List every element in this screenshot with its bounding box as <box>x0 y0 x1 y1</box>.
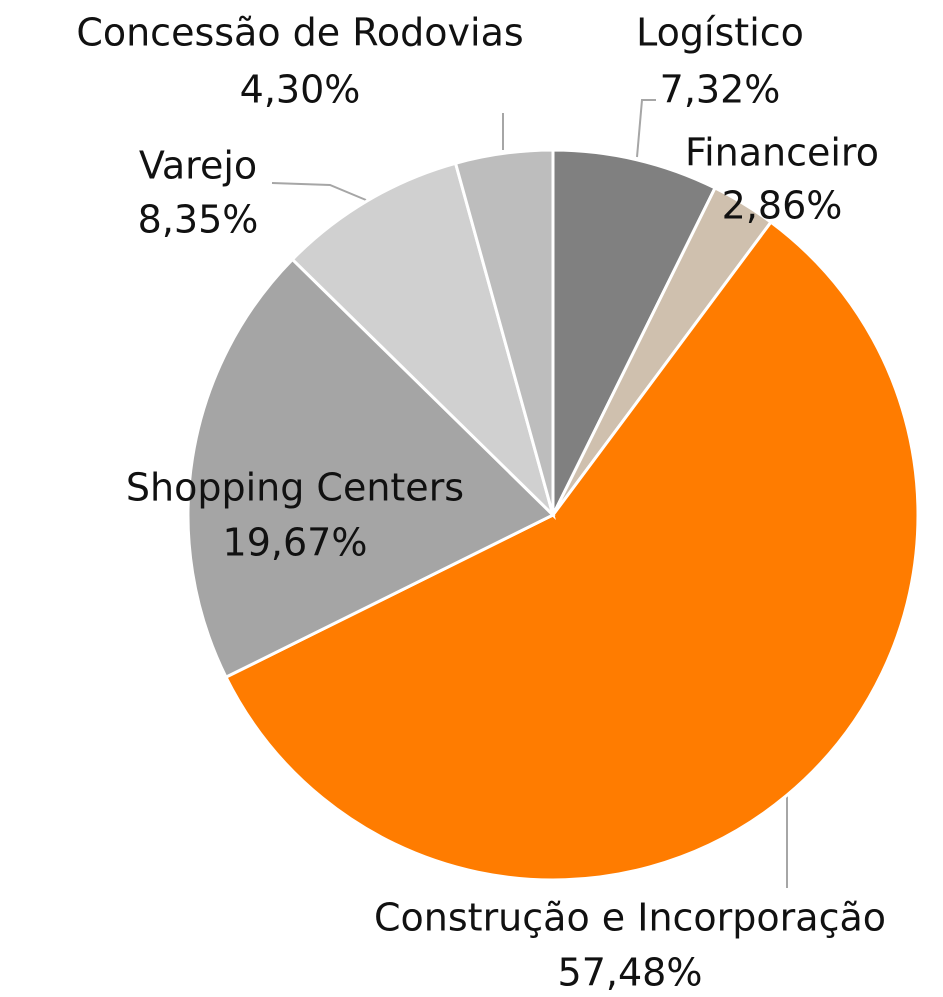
slice-label: Varejo <box>139 144 257 188</box>
value-label: 57,48% <box>558 951 703 995</box>
slice-label: Shopping Centers <box>126 466 464 510</box>
pie-slice <box>290 161 556 520</box>
value-label: 2,86% <box>722 184 843 228</box>
pie-slice <box>186 257 556 680</box>
slice-label: Financeiro <box>685 131 879 175</box>
slice-label: Construção e Incorporação <box>374 896 886 940</box>
value-label: 4,30% <box>240 68 361 112</box>
slice-label: Concessão de Rodovias <box>76 11 523 55</box>
value-label: 19,67% <box>223 521 368 565</box>
leader-line <box>636 99 656 158</box>
pie-slice <box>453 148 555 516</box>
pie-slice <box>223 220 920 882</box>
slice-label: Logístico <box>636 11 804 55</box>
pie-slice <box>551 148 718 516</box>
value-label: 8,35% <box>138 198 259 242</box>
leader-line <box>271 182 367 201</box>
value-label: 7,32% <box>660 68 781 112</box>
